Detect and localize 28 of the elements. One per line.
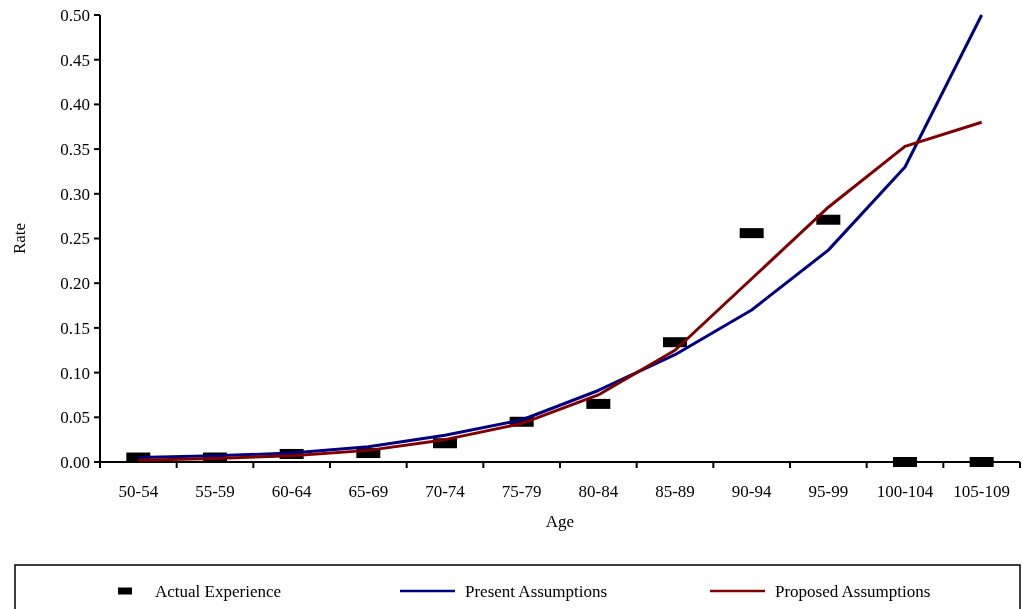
- x-tick-label: 60-64: [271, 482, 312, 501]
- y-tick-label: 0.30: [60, 184, 90, 204]
- x-tick-label: 95-99: [808, 482, 849, 501]
- x-tick-label: 75-79: [501, 482, 542, 501]
- x-tick-label: 65-69: [348, 482, 389, 501]
- y-tick-label: 0.05: [60, 408, 90, 428]
- x-tick-label: 90-94: [731, 482, 772, 501]
- y-tick-label: 0.45: [60, 50, 90, 70]
- x-axis-title: Age: [545, 512, 575, 531]
- legend-label: Present Assumptions: [465, 581, 608, 601]
- y-tick-label: 0.35: [60, 140, 90, 160]
- legend-label: Proposed Assumptions: [775, 581, 931, 601]
- legend-label: Actual Experience: [155, 581, 282, 601]
- x-tick-label: 105-109: [953, 482, 1010, 501]
- x-tick-label: 50-54: [118, 482, 159, 501]
- y-axis-title: Rate: [10, 222, 29, 255]
- y-tick-label: 0.10: [60, 363, 90, 383]
- y-tick-label: 0.50: [60, 5, 90, 25]
- x-tick-label: 80-84: [578, 482, 619, 501]
- x-tick-label: 85-89: [655, 482, 695, 501]
- y-tick-label: 0.00: [60, 452, 90, 472]
- y-tick-label: 0.20: [60, 274, 90, 294]
- x-tick-label: 70-74: [425, 482, 466, 501]
- y-tick-label: 0.15: [60, 318, 90, 338]
- x-tick-label: 55-59: [195, 482, 235, 501]
- y-tick-label: 0.40: [60, 95, 90, 115]
- y-tick-label: 0.25: [60, 229, 90, 249]
- x-tick-label: 100-104: [876, 482, 934, 501]
